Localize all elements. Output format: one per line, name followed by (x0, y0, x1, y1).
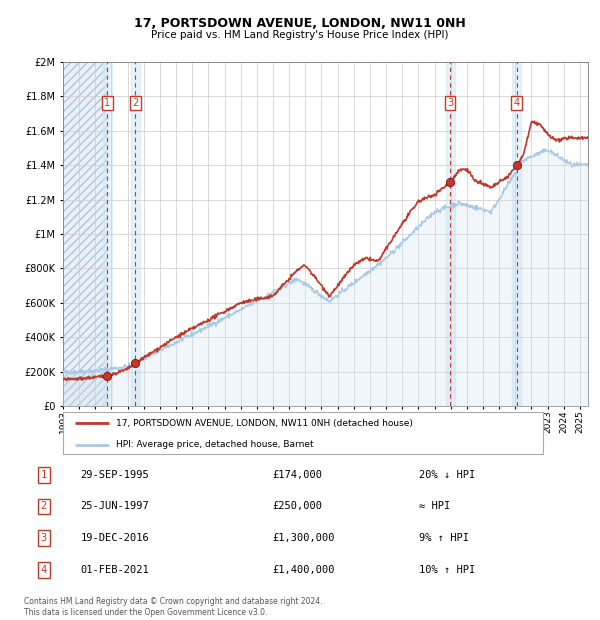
Text: 25-JUN-1997: 25-JUN-1997 (80, 502, 149, 512)
Text: HPI: Average price, detached house, Barnet: HPI: Average price, detached house, Barn… (116, 440, 313, 449)
Text: 19-DEC-2016: 19-DEC-2016 (80, 533, 149, 543)
Text: ≈ HPI: ≈ HPI (419, 502, 450, 512)
Bar (103, 62, 112, 406)
Bar (512, 62, 521, 406)
Text: £250,000: £250,000 (272, 502, 322, 512)
Text: 4: 4 (41, 565, 47, 575)
Bar (446, 62, 455, 406)
Text: 17, PORTSDOWN AVENUE, LONDON, NW11 0NH (detached house): 17, PORTSDOWN AVENUE, LONDON, NW11 0NH (… (116, 419, 413, 428)
Text: 20% ↓ HPI: 20% ↓ HPI (419, 470, 475, 480)
Text: 29-SEP-1995: 29-SEP-1995 (80, 470, 149, 480)
Text: 1: 1 (41, 470, 47, 480)
Text: £174,000: £174,000 (272, 470, 322, 480)
Text: 1: 1 (104, 99, 110, 108)
Text: 2: 2 (132, 99, 139, 108)
Text: Contains HM Land Registry data © Crown copyright and database right 2024.
This d: Contains HM Land Registry data © Crown c… (24, 598, 323, 617)
Text: £1,300,000: £1,300,000 (272, 533, 335, 543)
Text: 10% ↑ HPI: 10% ↑ HPI (419, 565, 475, 575)
Text: Price paid vs. HM Land Registry's House Price Index (HPI): Price paid vs. HM Land Registry's House … (151, 30, 449, 40)
Bar (131, 62, 140, 406)
FancyBboxPatch shape (63, 412, 543, 454)
Text: 2: 2 (41, 502, 47, 512)
Text: 01-FEB-2021: 01-FEB-2021 (80, 565, 149, 575)
Bar (63, 62, 107, 406)
Text: 9% ↑ HPI: 9% ↑ HPI (419, 533, 469, 543)
Text: 3: 3 (41, 533, 47, 543)
Text: 3: 3 (447, 99, 453, 108)
Text: 4: 4 (514, 99, 520, 108)
Bar (63, 62, 107, 406)
Text: £1,400,000: £1,400,000 (272, 565, 335, 575)
Text: 17, PORTSDOWN AVENUE, LONDON, NW11 0NH: 17, PORTSDOWN AVENUE, LONDON, NW11 0NH (134, 17, 466, 30)
